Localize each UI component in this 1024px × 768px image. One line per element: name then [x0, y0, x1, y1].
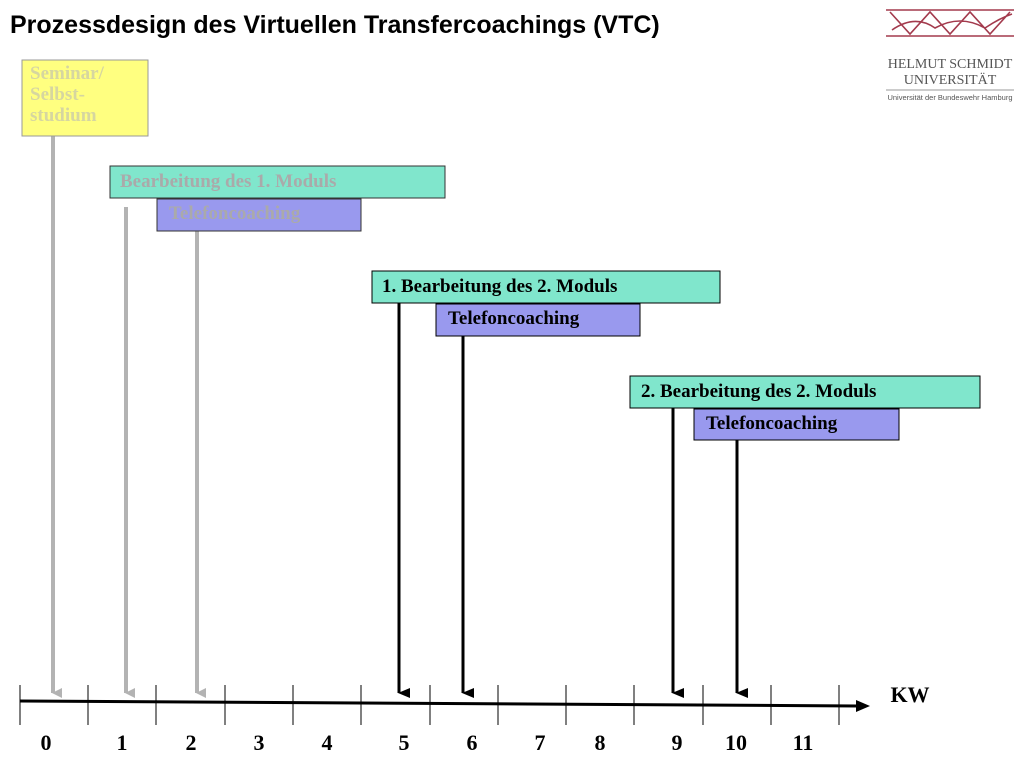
week-label: 7: [535, 730, 546, 755]
logo-name: HELMUT SCHMIDT: [888, 57, 1013, 72]
coaching-box: [693, 408, 900, 441]
axis-line: [19, 699, 859, 708]
box-text: Telefoncoaching: [169, 203, 301, 224]
module-box: [371, 270, 721, 304]
week-label: 6: [467, 730, 478, 755]
arrows: [51, 136, 748, 698]
seminar-box: [21, 59, 149, 137]
coaching-box: [156, 198, 362, 232]
coaching-box: [435, 303, 641, 337]
module-box: [109, 165, 446, 199]
week-label: 9: [672, 730, 683, 755]
axis-arrow: [856, 700, 870, 712]
week-label: 0: [41, 730, 52, 755]
title: Prozessdesign des Virtuellen Transfercoa…: [10, 11, 660, 39]
week-label: 4: [322, 730, 333, 755]
box-text: studium: [30, 105, 97, 126]
week-label: 1: [117, 730, 128, 755]
box-text: Selbst-: [30, 84, 85, 105]
timeline: KW 0 1 2 3 4 5 6 7 8 9 10 11: [19, 682, 930, 755]
week-label: 10: [725, 730, 747, 755]
week-label: 5: [399, 730, 410, 755]
logo-subname: UNIVERSITÄT: [904, 71, 997, 88]
box-text: Telefoncoaching: [706, 413, 838, 434]
week-label: 2: [186, 730, 197, 755]
logo-tagline: Universität der Bundeswehr Hamburg: [887, 93, 1012, 102]
box-text: Seminar/: [30, 63, 105, 84]
logo: HELMUT SCHMIDT UNIVERSITÄT Universität d…: [886, 9, 1014, 102]
box-text: 1. Bearbeitung des 2. Moduls: [382, 276, 617, 297]
week-label: 11: [793, 730, 814, 755]
box-text: Telefoncoaching: [448, 308, 580, 329]
logo-mark: [886, 9, 1014, 37]
box-text: 2. Bearbeitung des 2. Moduls: [641, 381, 876, 402]
axis-unit: KW: [890, 682, 929, 707]
week-label: 8: [595, 730, 606, 755]
week-label: 3: [254, 730, 265, 755]
module-box: [629, 375, 981, 409]
box-text: Bearbeitung des 1. Moduls: [120, 171, 336, 192]
